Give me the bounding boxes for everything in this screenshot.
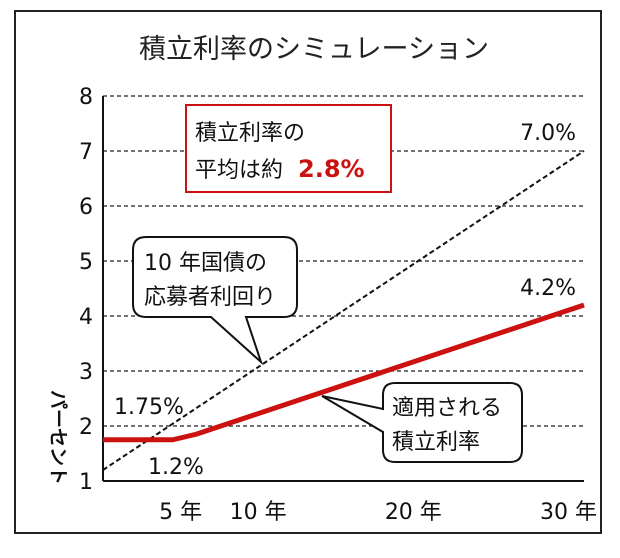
y-tick-label-8: 8 (79, 85, 93, 110)
x-tick-labels: 5 年 10 年 20 年 30 年 (159, 500, 597, 525)
y-tick-label-7: 7 (79, 140, 93, 165)
y-tick-label-3: 3 (79, 360, 93, 385)
line-chart: 積立利率のシミュレーション 1 2 3 4 5 6 7 8 5 年 10 年 20 年 30 年 パ… (47, 34, 597, 525)
series-line-applied-rate (103, 302, 585, 443)
y-tick-label-5: 5 (79, 250, 93, 275)
applied-start-label: 1.75% (114, 395, 184, 420)
applied-end-label: 4.2% (520, 276, 576, 301)
x-tick-label-10: 10 年 (230, 500, 287, 525)
chart-frame: 積立利率のシミュレーション 1 2 3 4 5 6 7 8 5 年 10 年 20 年 30 年 パ… (14, 10, 602, 534)
applied-callout-line1: 適用される (392, 396, 502, 421)
y-tick-label-4: 4 (79, 305, 93, 330)
chart-title: 積立利率のシミュレーション (139, 34, 489, 65)
bond-callout-line1: 10 年国債の (144, 251, 267, 276)
average-box-prefix: 平均は約 (195, 158, 283, 183)
bond-end-label: 7.0% (520, 121, 576, 146)
y-tick-label-1: 1 (79, 470, 93, 495)
average-rate-box: 積立利率の 平均は約 2.8% (185, 104, 392, 193)
svg-text:平均は約 2.8%: 平均は約 2.8% (195, 155, 365, 183)
y-tick-label-6: 6 (79, 195, 93, 220)
applied-rate-callout: 適用される 積立利率 (321, 382, 523, 463)
x-tick-label-20: 20 年 (385, 500, 442, 525)
applied-callout-line2: 積立利率 (392, 430, 480, 455)
x-tick-label-5: 5 年 (159, 500, 202, 525)
y-axis-label: パーセント (47, 390, 69, 485)
average-value: 2.8% (298, 155, 365, 183)
y-tick-labels: 1 2 3 4 5 6 7 8 (79, 85, 93, 495)
y-tick-label-2: 2 (79, 415, 93, 440)
average-box-line1: 積立利率の (195, 121, 305, 146)
series-line-bond-yield (102, 150, 585, 471)
bond-callout-line2: 応募者利回り (144, 285, 276, 310)
x-tick-label-30: 30 年 (540, 500, 597, 525)
bond-yield-callout: 10 年国債の 応募者利回り (132, 236, 298, 366)
bond-start-label: 1.2% (148, 455, 204, 480)
